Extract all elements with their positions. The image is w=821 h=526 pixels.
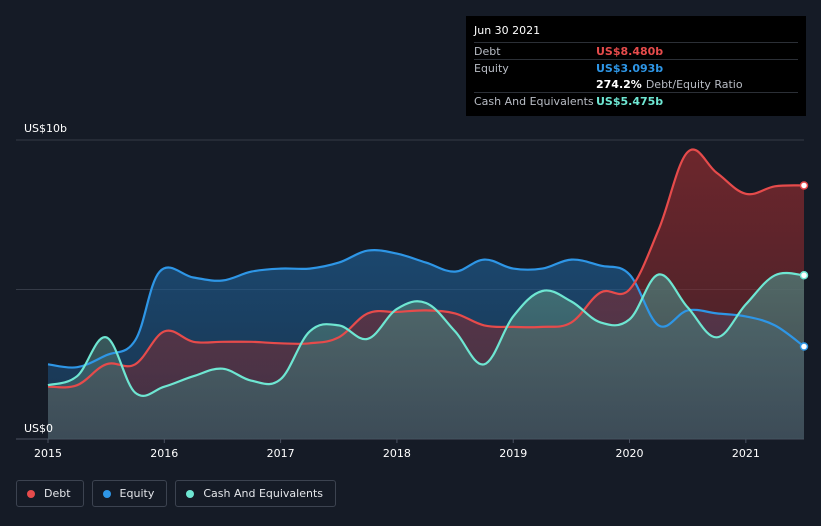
axis-labels: US$10b US$0 (24, 122, 67, 435)
data-tooltip: Jun 30 2021 Debt US$8.480b Equity US$3.0… (466, 16, 806, 116)
cash-and-equivalents-endpoint (799, 271, 809, 280)
tooltip-row-ratio: 274.2% Debt/Equity Ratio (474, 76, 798, 92)
tooltip-row-debt: Debt US$8.480b (474, 42, 798, 59)
tooltip-date: Jun 30 2021 (474, 24, 541, 37)
legend-equity-label: Equity (119, 487, 155, 500)
x-axis-ticks: 2015 2016 2017 2018 2019 2020 2021 (34, 439, 760, 460)
x-tick-label-2019: 2019 (499, 447, 527, 460)
series-areas (48, 149, 804, 440)
equity-dot-icon (102, 489, 111, 498)
cash-and-equivalents-area (48, 272, 804, 439)
y-bottom-label: US$0 (24, 422, 53, 435)
debt-line (47, 148, 805, 389)
tooltip-ratio-value: 274.2% (596, 77, 642, 91)
tooltip-debt-value: US$8.480b (596, 44, 664, 58)
tooltip-ratio-label: Debt/Equity Ratio (645, 77, 743, 91)
legend-item-debt[interactable]: Debt (16, 480, 84, 507)
debt-endpoint (799, 181, 809, 190)
tooltip-row-equity: Equity US$3.093b (474, 59, 798, 76)
tooltip-equity-value: US$3.093b (596, 61, 664, 75)
x-tick-label-2017: 2017 (267, 447, 295, 460)
cash-dot-icon (186, 489, 195, 498)
cash-and-equivalents-line (47, 271, 805, 397)
legend-item-cash[interactable]: Cash And Equivalents (175, 480, 336, 507)
chart-legend: Debt Equity Cash And Equivalents (16, 480, 336, 507)
legend-cash-label: Cash And Equivalents (203, 487, 323, 500)
tooltip-cash-value: US$5.475b (596, 94, 664, 108)
equity-line (47, 248, 805, 369)
equity-endpoint (799, 342, 809, 351)
x-tick-label-2020: 2020 (616, 447, 644, 460)
x-tick-label-2016: 2016 (150, 447, 178, 460)
y-top-label: US$10b (24, 122, 67, 135)
x-tick-label-2018: 2018 (383, 447, 411, 460)
legend-debt-label: Debt (44, 487, 71, 500)
series-lines (47, 148, 805, 397)
tooltip-row-cash: Cash And Equivalents US$5.475b (474, 92, 798, 109)
debt-dot-icon (27, 489, 35, 498)
x-tick-label-2015: 2015 (34, 447, 62, 460)
tooltip-cash-label: Cash And Equivalents (474, 94, 594, 108)
tooltip-debt-label: Debt (474, 44, 501, 58)
series-endpoints (799, 181, 809, 351)
tooltip-equity-label: Equity (474, 61, 509, 75)
x-tick-label-2021: 2021 (732, 447, 760, 460)
legend-item-equity[interactable]: Equity (91, 480, 168, 507)
